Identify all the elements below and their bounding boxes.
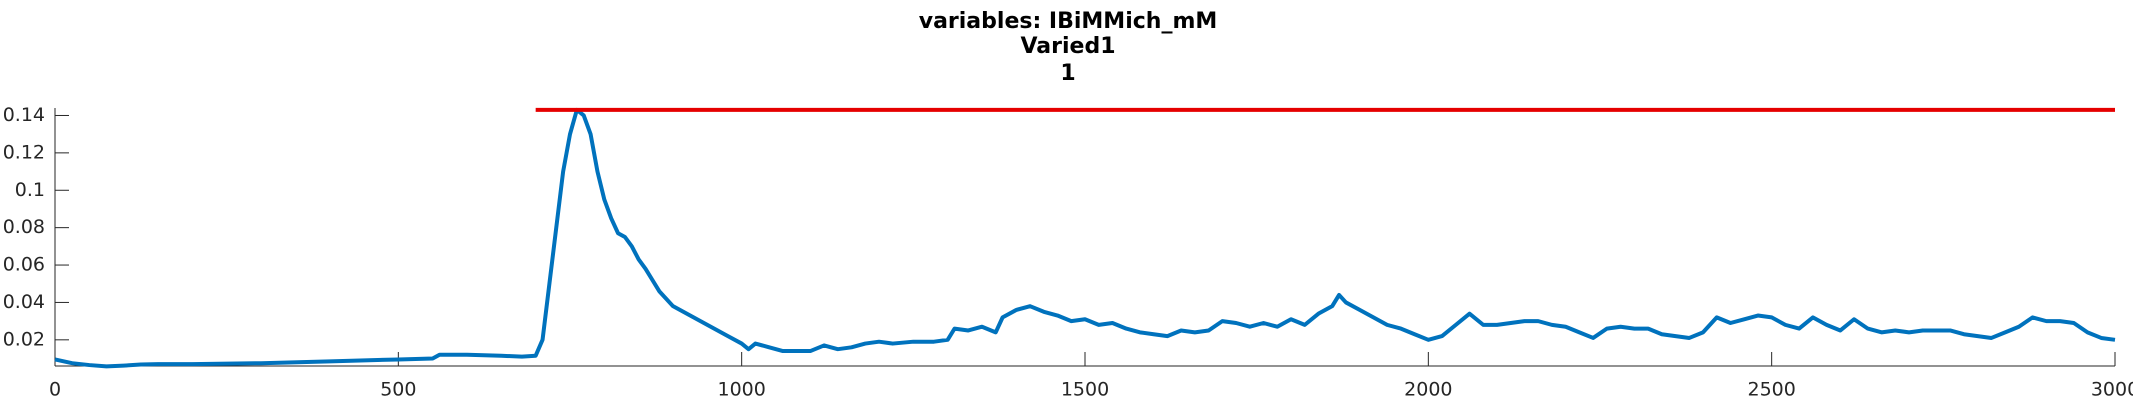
x-tick-label: 1000 bbox=[717, 379, 765, 400]
chart-title: variables: IBiMMich_mM bbox=[919, 9, 1218, 34]
x-tick-label: 500 bbox=[380, 379, 416, 400]
chart-subtitle: 1 bbox=[1060, 61, 1075, 86]
x-tick-label: 2000 bbox=[1404, 379, 1452, 400]
y-tick-label: 0.08 bbox=[3, 216, 45, 238]
x-tick-label: 1500 bbox=[1061, 379, 1109, 400]
chart-subtitle: Varied1 bbox=[1020, 34, 1115, 59]
y-tick-label: 0.1 bbox=[15, 179, 45, 201]
line-series bbox=[54, 107, 2116, 369]
y-tick-label: 0.14 bbox=[3, 104, 45, 126]
x-tick-label: 2500 bbox=[1747, 379, 1795, 400]
x-tick-label: 0 bbox=[49, 379, 61, 400]
y-tick-label: 0.02 bbox=[3, 328, 45, 350]
y-tick-label: 0.06 bbox=[3, 254, 45, 276]
y-tick-label: 0.12 bbox=[3, 141, 45, 163]
y-tick-label: 0.04 bbox=[3, 291, 45, 313]
